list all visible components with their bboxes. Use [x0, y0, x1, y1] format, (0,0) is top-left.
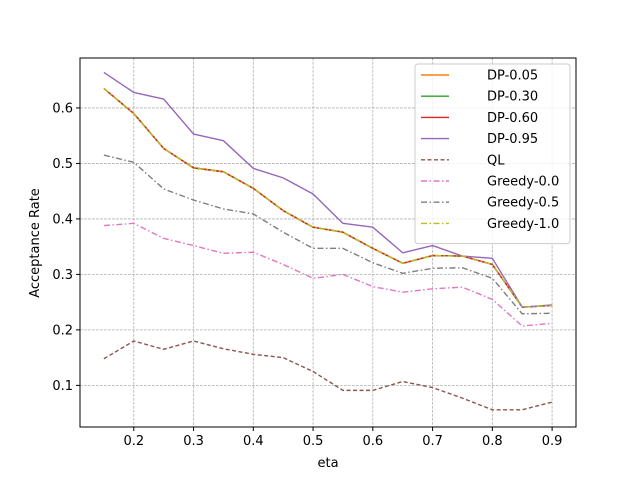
- y-tick-label: 0.4: [52, 212, 73, 227]
- series-line-greedy-0-0: [103, 222, 553, 327]
- y-tick-label: 0.5: [52, 157, 73, 172]
- series-line-dp-0-95: [103, 71, 553, 308]
- y-tick-label: 0.2: [52, 323, 73, 338]
- y-axis-label: Acceptance Rate: [28, 188, 43, 298]
- legend-label: DP-0.60: [487, 111, 538, 126]
- y-tick-label: 0.6: [52, 101, 73, 116]
- legend-label: DP-0.30: [487, 90, 538, 105]
- x-tick-label: 0.2: [123, 434, 144, 449]
- x-axis-label: eta: [317, 456, 338, 471]
- x-tick-label: 0.4: [243, 434, 264, 449]
- grid: [80, 58, 576, 427]
- x-tick-label: 0.9: [542, 434, 563, 449]
- x-tick-label: 0.3: [183, 434, 204, 449]
- y-tick-label: 0.3: [52, 268, 73, 283]
- legend-box: [414, 63, 571, 245]
- series-lines: [103, 71, 553, 411]
- series-line-ql: [103, 340, 553, 411]
- x-tick-label: 0.5: [303, 434, 324, 449]
- legend-label: Greedy-1.0: [487, 217, 559, 232]
- legend-label: Greedy-0.5: [487, 196, 559, 211]
- legend-label: DP-0.05: [487, 69, 538, 84]
- plot-frame: [79, 57, 577, 428]
- x-tick-label: 0.8: [482, 434, 503, 449]
- legend-label: Greedy-0.0: [487, 175, 559, 190]
- x-tick-label: 0.7: [422, 434, 443, 449]
- legend-label: QL: [487, 153, 505, 168]
- y-tick-label: 0.1: [52, 379, 73, 394]
- legend-label: DP-0.95: [487, 132, 538, 147]
- series-line-greedy-1-0: [103, 87, 553, 308]
- axis-ticks: 0.2 0.3 0.4 0.5 0.6 0.7 0.8 0.9 0.1 0.2 0.3 0.4 0.5 0…: [52, 101, 562, 449]
- x-tick-label: 0.6: [362, 434, 383, 449]
- series-line-greedy-0-5: [103, 154, 553, 315]
- legend: DP-0.05 DP-0.30 DP-0.60 DP-0.95 QL Greedy-0.0…: [414, 63, 571, 245]
